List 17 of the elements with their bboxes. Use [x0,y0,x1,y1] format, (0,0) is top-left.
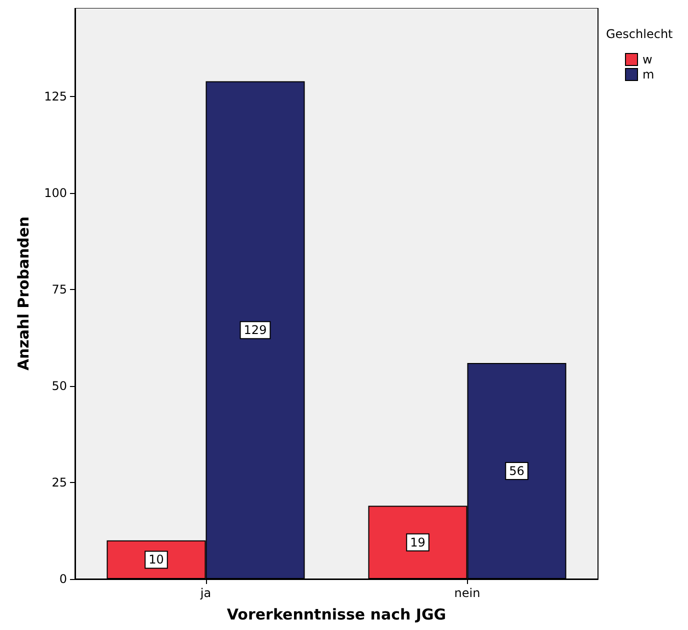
data-label: 19 [410,535,426,550]
y-tick-label: 50 [52,379,67,394]
x-tick-label: nein [454,586,480,600]
y-tick-label: 0 [59,572,67,586]
data-label: 56 [509,464,524,478]
legend-label: m [642,68,654,82]
legend-title: Geschlecht [606,27,674,41]
y-tick-label: 75 [52,282,67,297]
legend-label: w [642,52,652,66]
x-tick-label: ja [199,586,212,600]
y-axis-title: Anzahl Probanden [14,216,32,371]
y-tick-label: 125 [44,90,67,104]
y-tick-label: 25 [52,476,67,490]
data-label: 129 [244,323,267,338]
y-tick-label: 100 [44,186,67,200]
x-axis-title: Vorerkenntnisse nach JGG [226,606,446,624]
data-label: 10 [148,552,164,567]
